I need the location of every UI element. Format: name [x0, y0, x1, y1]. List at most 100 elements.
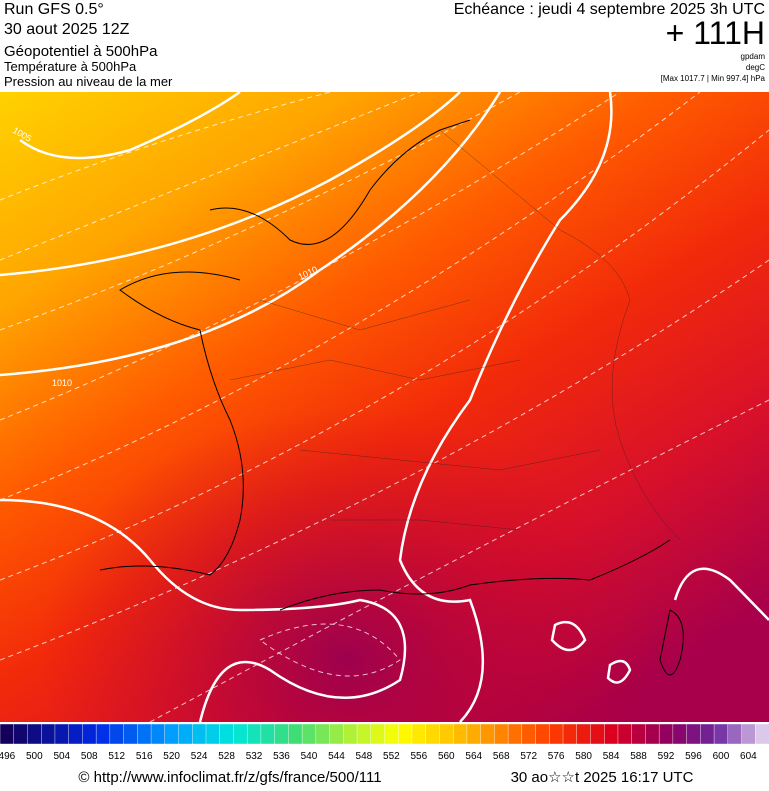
colorbar-cell: [315, 723, 331, 745]
colorbar-label: 564: [465, 751, 482, 762]
colorbar-cell: [178, 723, 193, 745]
colorbar-cell: [370, 723, 385, 745]
isotherms: [0, 92, 769, 722]
colorbar-label: 544: [328, 751, 345, 762]
colorbar-cell: [150, 723, 166, 745]
colorbar-cell: [233, 723, 248, 745]
colorbar-label: 524: [191, 751, 208, 762]
colorbar-cell: [713, 723, 729, 745]
generated: 30 ao☆☆t 2025 16:17 UTC: [511, 769, 694, 786]
colorbar-cell: [40, 723, 56, 745]
colorbar-cell: [82, 723, 97, 745]
colorbar-cell: [452, 723, 468, 745]
colorbar-cell: [672, 723, 688, 745]
colorbar-cell: [13, 723, 28, 745]
colorbar-cell: [205, 723, 221, 745]
colorbar-cell: [246, 723, 262, 745]
colorbar-cell: [521, 723, 537, 745]
colorbar-cell: [439, 723, 454, 745]
colorbar-label: 560: [438, 751, 455, 762]
colorbar-cell: [576, 723, 591, 745]
colorbar-cell: [411, 723, 427, 745]
colorbar-cell: [109, 723, 125, 745]
colorbar-label: 516: [136, 751, 153, 762]
colorbar-cell: [562, 723, 578, 745]
colorbar-cell: [329, 723, 344, 745]
colorbar-label: 596: [685, 751, 702, 762]
colorbar-label: 504: [53, 751, 70, 762]
colorbar-cell: [425, 723, 440, 745]
unit: gpdam: [741, 52, 766, 61]
colorbar-label: 536: [273, 751, 290, 762]
colorbar-cell: [617, 723, 633, 745]
colorbar-cell: [535, 723, 550, 745]
colorbar-label: 592: [658, 751, 675, 762]
borders: [229, 129, 681, 541]
colorbar-cell: [137, 723, 152, 745]
colorbar-label: 604: [740, 751, 757, 762]
run: Run GFS 0.5°: [4, 1, 104, 18]
colorbar-label: 532: [246, 751, 263, 762]
colorbar-cell: [549, 723, 564, 745]
colorbar-cell: [398, 723, 413, 745]
colorbar-cell: [68, 723, 83, 745]
colorbar-cell: [123, 723, 138, 745]
map: 1005 1010 1010: [0, 92, 769, 722]
unit: degC: [746, 63, 765, 72]
colorbar: 496 500 504 508 512 516 520 524 528 532 536 540 544 5…: [0, 723, 769, 762]
run-date: 30 aout 2025 12Z: [4, 21, 130, 38]
colorbar-cell: [631, 723, 646, 745]
field: Géopotentiel à 500hPa: [4, 43, 158, 60]
colorbar-label: 576: [548, 751, 565, 762]
colorbar-label: 568: [493, 751, 510, 762]
colorbar-cell: [604, 723, 619, 745]
colorbar-cell: [54, 723, 70, 745]
colorbar-cell: [658, 723, 674, 745]
lead-time: + 111H: [666, 15, 765, 51]
colorbar-cell: [507, 723, 523, 745]
colorbar-cell: [466, 723, 482, 745]
colorbar-cell: [494, 723, 509, 745]
colorbar-label: 556: [410, 751, 427, 762]
colorbar-cell: [755, 723, 769, 745]
colorbar-label: 508: [81, 751, 98, 762]
field: Température à 500hPa: [4, 59, 137, 74]
colorbar-label: 548: [356, 751, 373, 762]
colorbar-cell: [700, 723, 715, 745]
low-anomaly: [0, 92, 769, 722]
colorbar-cell: [164, 723, 180, 745]
colorbar-label: 580: [575, 751, 592, 762]
pressure-range: [Max 1017.7 | Min 997.4] hPa: [661, 74, 766, 83]
colorbar-cell: [480, 723, 495, 745]
colorbar-label: 588: [630, 751, 647, 762]
colorbar-cell: [384, 723, 399, 745]
colorbar-cell: [343, 723, 358, 745]
colorbar-cell: [727, 723, 743, 745]
colorbar-cell: [301, 723, 317, 745]
colorbar-cell: [288, 723, 303, 745]
echeance: Echéance : jeudi 4 septembre 2025 3h UTC: [454, 1, 765, 18]
field: Pression au niveau de la mer: [4, 74, 173, 89]
colorbar-cell: [741, 723, 756, 745]
colorbar-cell: [356, 723, 372, 745]
colorbar-cell: [590, 723, 605, 745]
colorbar-label: 540: [301, 751, 318, 762]
colorbar-cell: [219, 723, 234, 745]
colorbar-cell: [0, 723, 15, 745]
colorbar-cell: [274, 723, 289, 745]
colorbar-label: 600: [713, 751, 730, 762]
colorbar-label: 512: [108, 751, 125, 762]
colorbar-label: 572: [520, 751, 537, 762]
isobars: [0, 92, 769, 722]
coastline: [99, 119, 684, 676]
source-url: © http://www.infoclimat.fr/z/gfs/france/…: [78, 769, 381, 786]
colorbar-cell: [686, 723, 701, 745]
colorbar-cell: [95, 723, 111, 745]
colorbar-label: 496: [0, 751, 16, 762]
colorbar-cell: [192, 723, 207, 745]
colorbar-cell: [260, 723, 276, 745]
colorbar-cell: [645, 723, 660, 745]
colorbar-cell: [27, 723, 42, 745]
colorbar-label: 520: [163, 751, 180, 762]
